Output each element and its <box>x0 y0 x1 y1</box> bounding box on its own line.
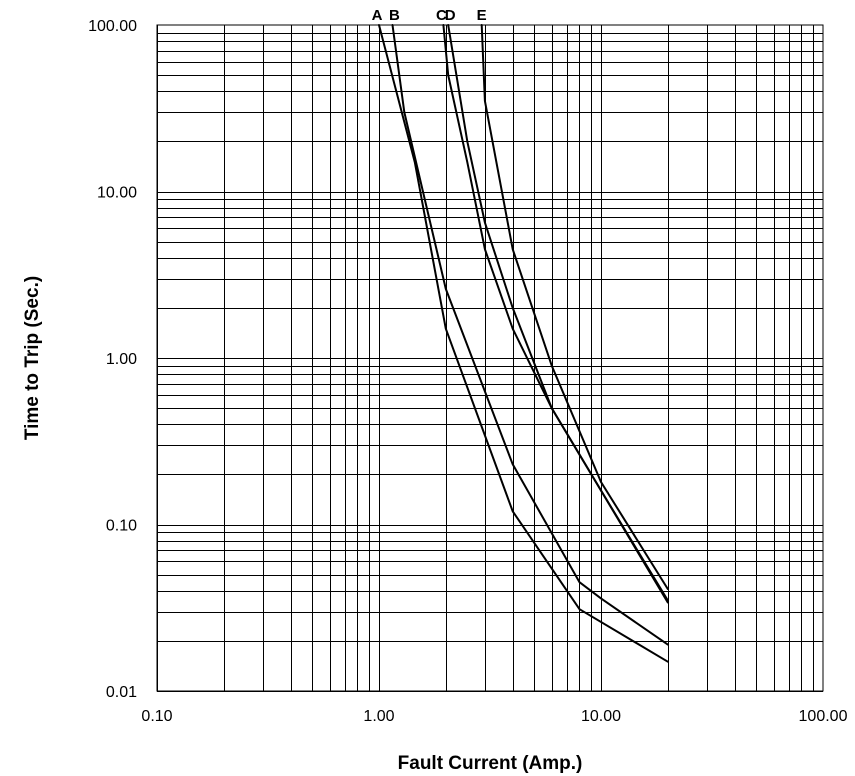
y-tick-label: 100.00 <box>88 18 137 35</box>
y-tick-label: 1.00 <box>106 351 137 368</box>
plot-area-frame <box>156 24 824 692</box>
x-tick-labels: 0.10 1.00 10.00 100.00 <box>141 708 847 725</box>
x-axis-title: Fault Current (Amp.) <box>398 753 583 774</box>
y-tick-label: 0.10 <box>106 518 137 535</box>
curve-c <box>442 24 669 602</box>
y-tick-labels: 0.01 0.10 1.00 10.00 100.00 <box>88 18 137 701</box>
y-tick-label: 10.00 <box>97 185 137 202</box>
x-tick-label: 1.00 <box>363 708 394 725</box>
curve-label-c: C <box>436 7 447 24</box>
curve-a <box>378 24 669 663</box>
curve-label-e: E <box>477 7 487 24</box>
x-tick-label: 0.10 <box>141 708 172 725</box>
curve-e <box>480 24 669 590</box>
curve-label-a: A <box>372 7 383 24</box>
curves <box>378 24 669 663</box>
curve-label-d: D <box>445 7 456 24</box>
curve-d <box>447 24 669 604</box>
grid <box>157 25 823 692</box>
y-axis-title: Time to Trip (Sec.) <box>22 276 43 440</box>
x-tick-label: 100.00 <box>799 708 848 725</box>
x-tick-label: 10.00 <box>581 708 621 725</box>
y-tick-label: 0.01 <box>106 684 137 701</box>
curve-b <box>391 24 669 646</box>
curve-label-b: B <box>389 7 400 24</box>
curve-labels: A B CD E <box>372 7 487 24</box>
